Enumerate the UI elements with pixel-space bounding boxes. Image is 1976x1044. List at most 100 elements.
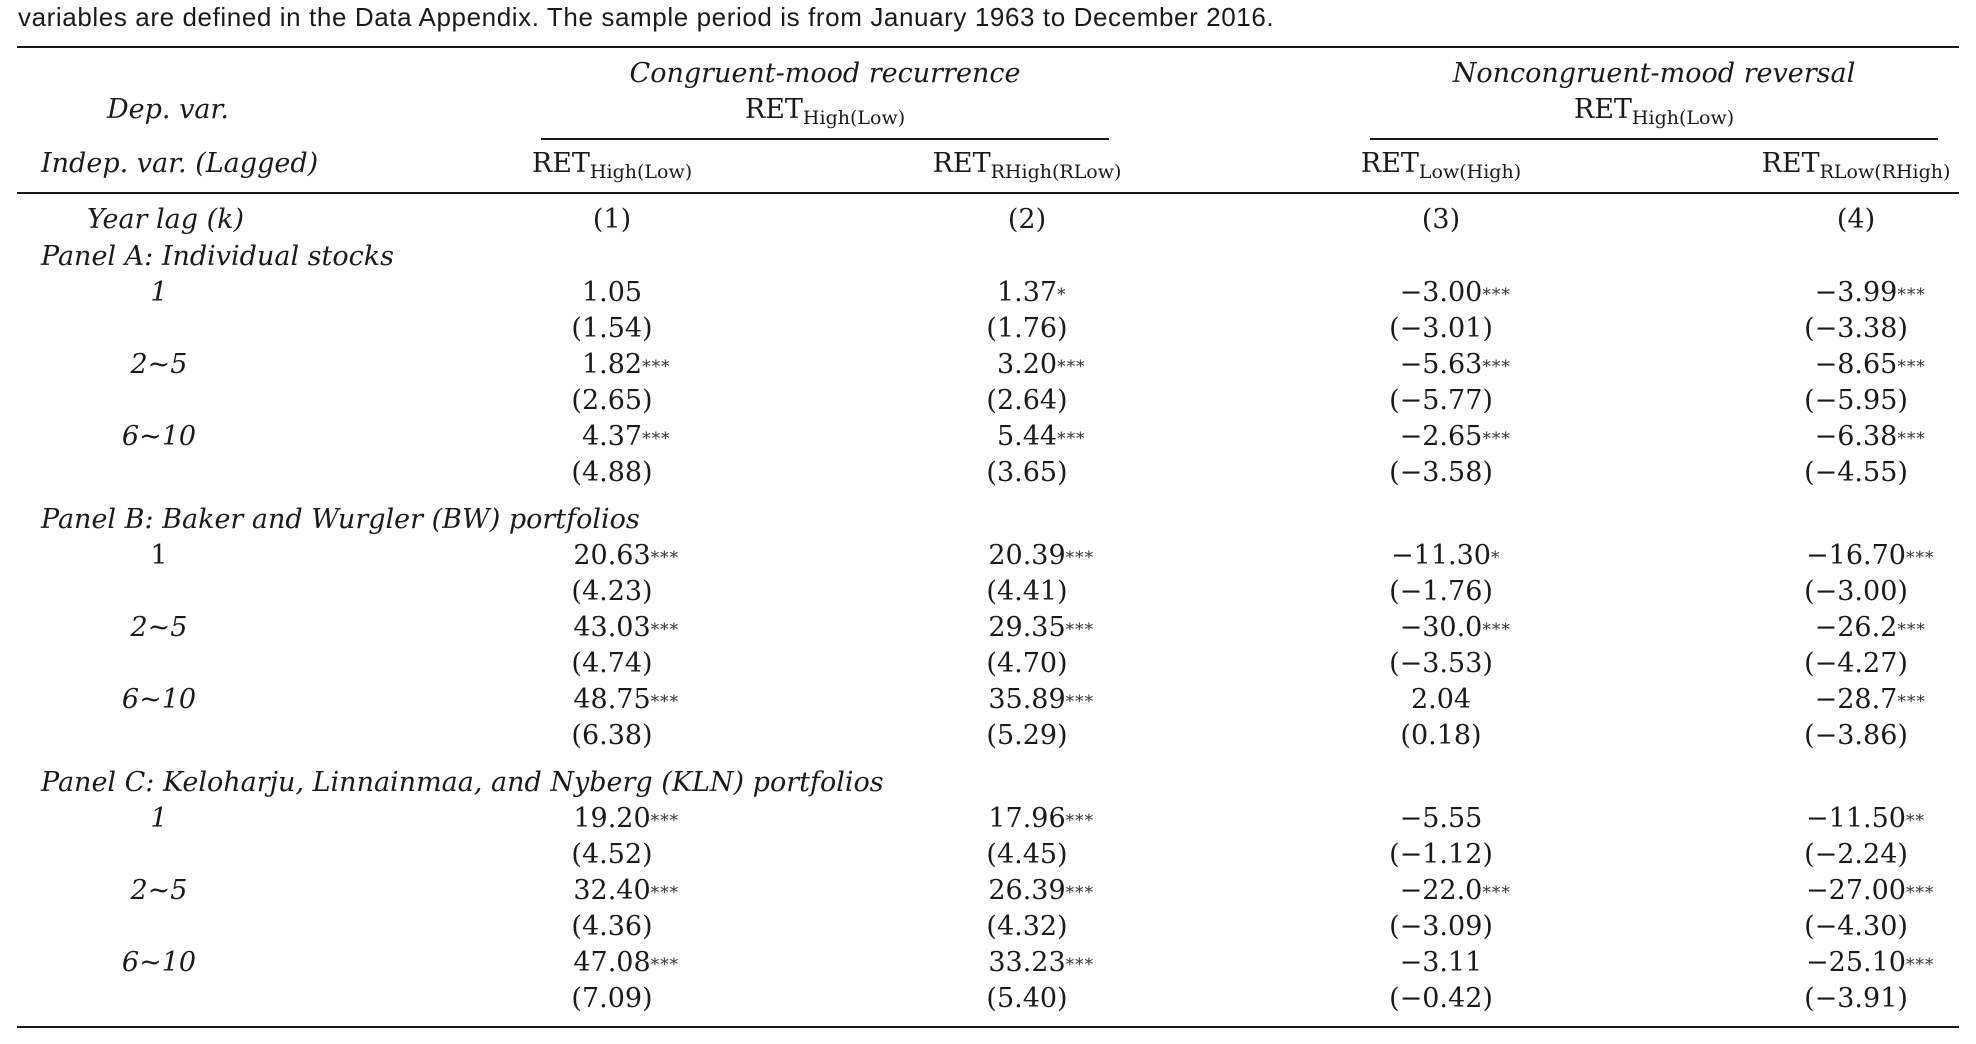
coefficient-value: −5.63 [1399,349,1483,380]
coefficient-value: −30.0 [1399,612,1483,643]
column-header-sub: Low(High) [1418,161,1522,183]
column-header-4: RETRLow(RHigh) [1762,147,1951,183]
significance-stars: *** [1065,883,1095,903]
coefficient-cell: 33.23 *** [988,946,1093,980]
year-lag-value: 2~5 [130,875,188,906]
year-lag-value: 2~5 [130,349,188,380]
column-header-3: RETLow(High) [1361,147,1522,183]
t-statistic-cell: (0.18) [1400,720,1482,751]
coefficient-cell: −28.7 *** [1814,683,1925,717]
significance-stars: *** [650,883,680,903]
coefficient-cell: −6.38 *** [1814,420,1925,454]
coefficient-cell: 3.20 *** [996,348,1085,382]
t-statistic-cell: (−5.77) [1389,385,1493,416]
coefficient-value: −22.0 [1399,875,1483,906]
coefficient-value: −3.11 [1399,947,1483,978]
coefficient-value: 48.75 [573,684,651,715]
significance-stars: *** [1897,429,1926,449]
significance-stars: *** [1897,357,1926,377]
coefficient-value: −25.10 [1806,947,1906,978]
column-header-1: RETHigh(Low) [532,147,692,182]
coefficient-cell: 35.89 *** [988,683,1093,717]
t-statistic-cell: (−3.58) [1389,457,1493,488]
coefficient-value: −5.55 [1399,803,1483,834]
coefficient-cell: −30.0 *** [1399,611,1510,645]
significance-stars: * [1490,548,1501,568]
t-statistic-cell: (−2.24) [1804,839,1908,870]
t-statistic-cell: (−0.42) [1389,983,1493,1014]
group-dep-congruent: RETHigh(Low) [744,94,906,129]
significance-stars: *** [1057,357,1086,377]
header-rule [17,192,1959,194]
column-header-sub: RLow(RHigh) [1819,161,1951,183]
t-statistic-cell: (−3.09) [1389,911,1493,942]
coefficient-cell: 1.37 * [996,276,1066,310]
top-rule [17,46,1959,48]
coefficient-value: −3.99 [1814,277,1898,308]
t-statistic-cell: (1.54) [571,313,653,344]
coefficient-cell: 19.20 *** [573,802,678,836]
column-header-base: RET [932,148,991,179]
coefficient-cell: −25.10 *** [1806,946,1933,980]
coefficient-cell: 48.75 *** [573,683,678,717]
coefficient-value: −6.38 [1814,421,1898,452]
panel-title: Panel A: Individual stocks [41,241,394,272]
coefficient-value: −28.7 [1814,684,1898,715]
coefficient-value: 4.37 [581,421,643,452]
coefficient-value: 43.03 [573,612,651,643]
coefficient-value: 1.37 [996,277,1058,308]
significance-stars: *** [1897,285,1926,305]
significance-stars: *** [1057,429,1086,449]
t-statistic-cell: (4.41) [986,576,1068,607]
coefficient-cell: 20.63 *** [573,539,678,573]
coefficient-value: 3.20 [996,349,1058,380]
significance-stars: *** [1065,620,1095,640]
t-statistic-cell: (6.38) [571,720,653,751]
coefficient-value: 2.04 [1410,684,1472,715]
coefficient-value: −2.65 [1399,421,1483,452]
coefficient-cell: −11.30 * [1391,539,1499,573]
coefficient-cell: 4.37 *** [581,420,670,454]
coefficient-cell: −3.99 *** [1814,276,1925,310]
t-statistic-cell: (1.76) [986,313,1068,344]
column-number-2: (2) [1007,204,1047,235]
coefficient-value: 33.23 [988,947,1066,978]
significance-stars: *** [1897,692,1926,712]
t-statistic-cell: (4.52) [571,839,653,870]
coefficient-value: 20.39 [988,540,1066,571]
column-number-3: (3) [1421,204,1461,235]
coefficient-cell: 43.03 *** [573,611,678,645]
coefficient-value: 29.35 [988,612,1066,643]
significance-stars: *** [650,692,680,712]
t-statistic-cell: (−4.27) [1804,648,1908,679]
coefficient-value: 32.40 [573,875,651,906]
significance-stars: *** [1905,548,1935,568]
coefficient-value: 26.39 [988,875,1066,906]
t-statistic-cell: (−3.01) [1389,313,1493,344]
coefficient-value: −26.2 [1814,612,1898,643]
coefficient-value: 35.89 [988,684,1066,715]
year-lag-value: 1 [150,540,168,571]
coefficient-cell: −26.2 *** [1814,611,1925,645]
panel-title: Panel B: Baker and Wurgler (BW) portfoli… [41,504,640,535]
significance-stars: *** [1065,955,1095,975]
group-rule-noncongruent [1370,138,1938,140]
significance-stars: *** [1065,692,1095,712]
coefficient-value: 17.96 [988,803,1066,834]
t-statistic-cell: (−3.38) [1804,313,1908,344]
coefficient-value: 20.63 [573,540,651,571]
year-lag-label: Year lag (k) [87,204,245,235]
coefficient-value: 1.05 [581,277,643,308]
coefficient-cell: 1.82 *** [582,348,670,382]
coefficient-value: 5.44 [996,421,1058,452]
significance-stars: *** [642,429,671,449]
year-lag-value: 1 [150,277,168,308]
indep-var-label: Indep. var. (Lagged) [41,148,319,179]
column-header-2: RETRHigh(RLow) [932,147,1122,182]
t-statistic-cell: (−3.86) [1804,720,1908,751]
t-statistic-cell: (3.65) [986,457,1068,488]
t-statistic-cell: (−1.76) [1389,576,1493,607]
significance-stars: *** [1482,429,1511,449]
significance-stars: *** [1065,811,1095,831]
significance-stars: *** [650,620,680,640]
